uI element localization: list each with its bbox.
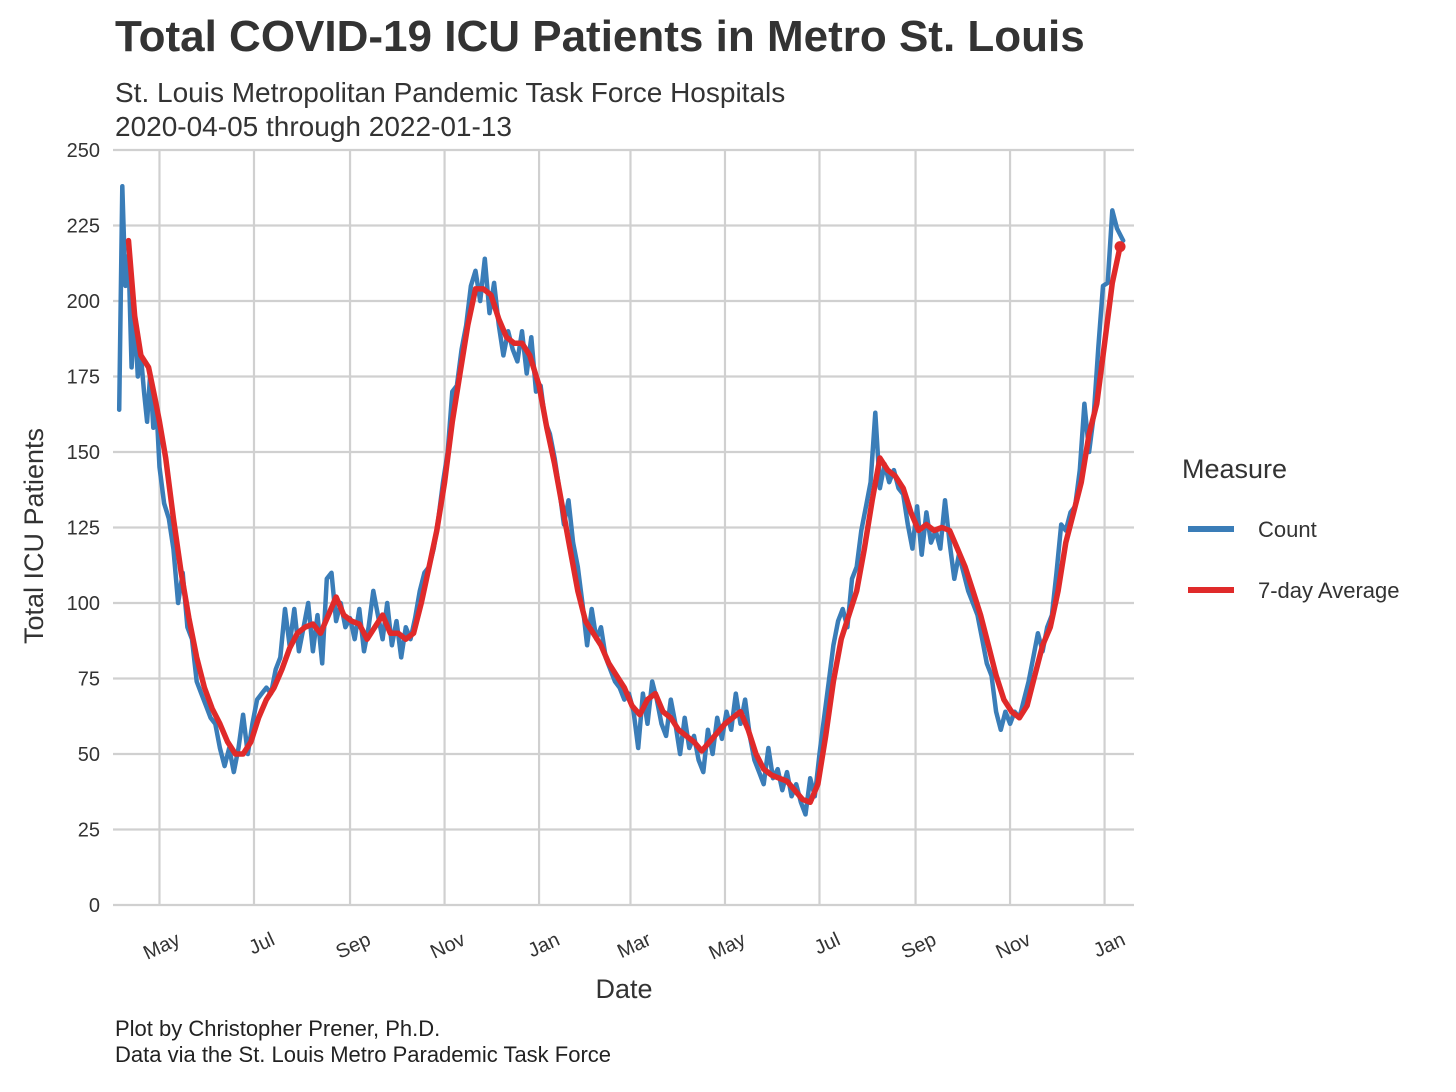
x-tick-label: Sep bbox=[898, 929, 940, 964]
grid-lines bbox=[113, 148, 1134, 907]
legend-title: Measure bbox=[1182, 454, 1287, 484]
x-tick-label: Jul bbox=[811, 929, 843, 960]
series-end-point bbox=[1114, 241, 1126, 253]
x-tick-label: Jan bbox=[525, 929, 564, 963]
y-tick-label: 0 bbox=[89, 895, 100, 917]
y-tick-label: 100 bbox=[67, 593, 100, 615]
x-tick-label: Nov bbox=[427, 929, 469, 964]
x-tick-label: Jan bbox=[1090, 929, 1129, 963]
y-tick-label: 50 bbox=[78, 744, 100, 766]
chart-subtitle: St. Louis Metropolitan Pandemic Task For… bbox=[115, 76, 785, 144]
x-axis-title: Date bbox=[595, 974, 652, 1004]
chart-title: Total COVID-19 ICU Patients in Metro St.… bbox=[115, 12, 1085, 61]
series-lines bbox=[116, 183, 1126, 817]
y-axis-ticks: 0 25 50 75 100 125 150 175 200 225 250 bbox=[67, 140, 100, 917]
x-tick-label: Jul bbox=[246, 929, 278, 960]
series-line-7day-average bbox=[125, 237, 1123, 806]
y-tick-label: 250 bbox=[67, 140, 100, 162]
series-line-count bbox=[116, 183, 1126, 817]
subtitle-line-2: 2020-04-05 through 2022-01-13 bbox=[115, 111, 512, 142]
y-tick-label: 175 bbox=[67, 367, 100, 389]
y-tick-label: 75 bbox=[78, 669, 100, 691]
caption-line-1: Plot by Christopher Prener, Ph.D. bbox=[115, 1016, 441, 1041]
x-axis-ticks: May Jul Sep Nov Jan Mar May Jul Sep Nov Jan bbox=[140, 928, 1129, 964]
legend: Measure Count 7-day Average bbox=[1182, 454, 1399, 603]
legend-label-average: 7-day Average bbox=[1258, 578, 1399, 603]
subtitle-line-1: St. Louis Metropolitan Pandemic Task For… bbox=[115, 77, 786, 108]
x-tick-label: Mar bbox=[614, 928, 655, 963]
y-tick-label: 125 bbox=[67, 518, 100, 540]
y-tick-label: 25 bbox=[78, 820, 100, 842]
y-axis-title: Total ICU Patients bbox=[19, 428, 49, 644]
x-tick-label: Sep bbox=[333, 929, 375, 964]
x-tick-label: Nov bbox=[993, 929, 1035, 964]
caption: Plot by Christopher Prener, Ph.D. Data v… bbox=[115, 1016, 611, 1068]
y-tick-label: 150 bbox=[67, 442, 100, 464]
x-tick-label: May bbox=[140, 929, 184, 965]
legend-label-count: Count bbox=[1258, 517, 1317, 542]
caption-line-2: Data via the St. Louis Metro Parademic T… bbox=[115, 1042, 612, 1067]
y-tick-label: 225 bbox=[67, 216, 100, 238]
y-tick-label: 200 bbox=[67, 291, 100, 313]
x-tick-label: May bbox=[706, 929, 750, 965]
